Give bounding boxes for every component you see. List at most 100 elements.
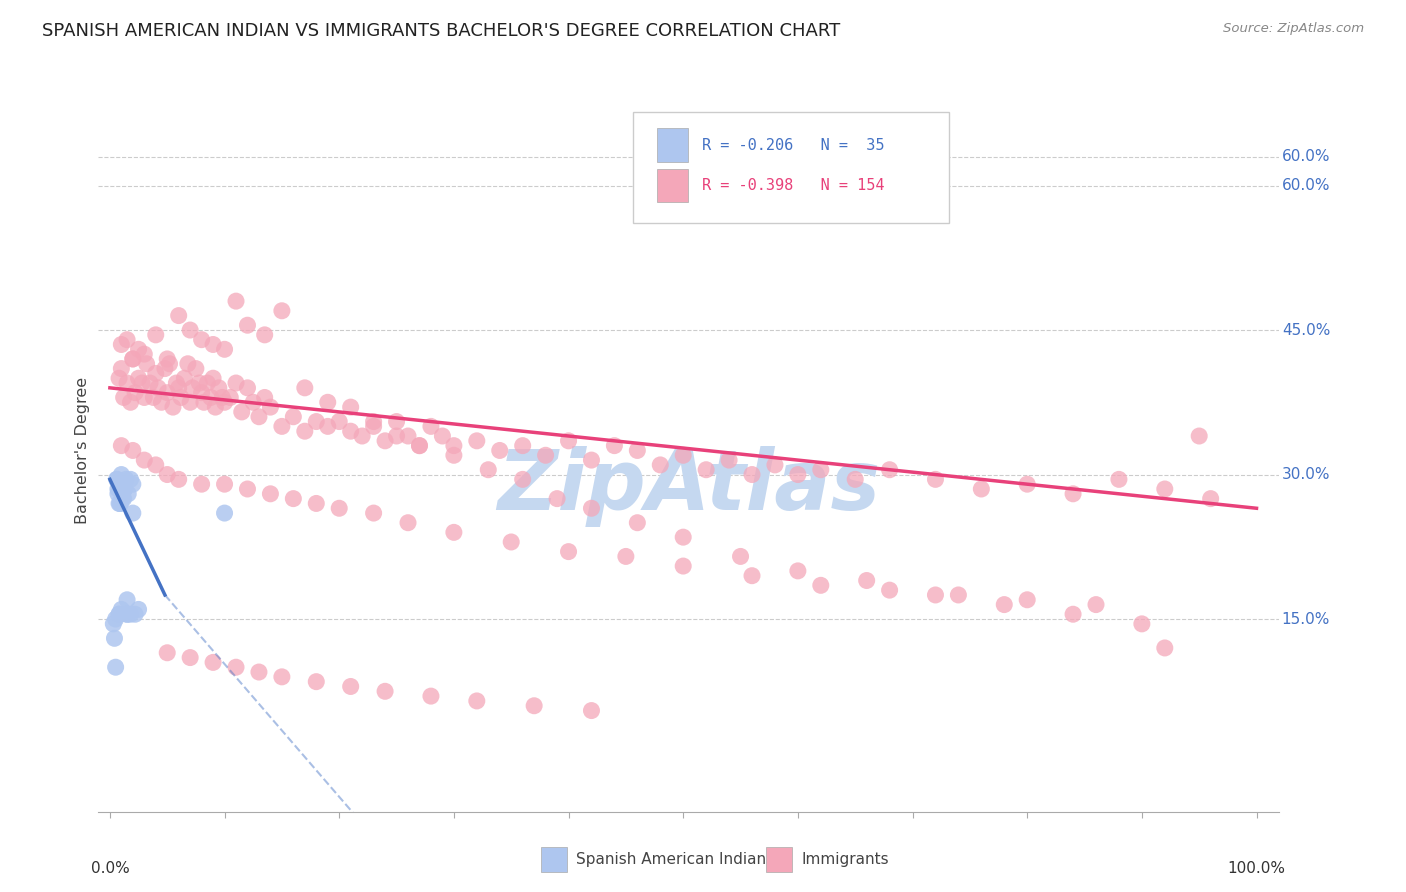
Point <box>650 458 672 472</box>
Point <box>305 674 328 689</box>
Point <box>156 646 179 660</box>
Point <box>190 477 212 491</box>
Point <box>202 656 225 670</box>
Point <box>672 559 695 574</box>
Point <box>741 467 763 482</box>
Point <box>786 564 808 578</box>
Point <box>339 400 361 414</box>
Point <box>225 376 247 390</box>
Point <box>924 472 946 486</box>
Point <box>970 482 993 496</box>
Point <box>385 429 408 443</box>
Point <box>534 448 557 462</box>
Point <box>110 467 132 482</box>
Point <box>115 472 138 486</box>
Point <box>259 400 281 414</box>
Y-axis label: Bachelor's Degree: Bachelor's Degree <box>75 377 90 524</box>
Point <box>184 361 207 376</box>
Point <box>1130 616 1153 631</box>
Point <box>112 491 135 506</box>
Point <box>294 381 316 395</box>
Point <box>108 607 131 622</box>
Point <box>810 578 832 592</box>
Point <box>385 415 408 429</box>
Point <box>465 434 488 448</box>
Point <box>128 371 150 385</box>
Point <box>214 506 236 520</box>
Point <box>110 361 132 376</box>
Point <box>741 568 763 582</box>
Point <box>225 294 247 309</box>
Point <box>236 318 259 333</box>
Point <box>110 602 132 616</box>
Point <box>786 467 808 482</box>
Point <box>626 516 648 530</box>
Point <box>855 574 877 588</box>
Point <box>214 395 236 409</box>
Text: 45.0%: 45.0% <box>1282 323 1330 337</box>
Point <box>363 415 385 429</box>
Point <box>672 530 695 544</box>
Point <box>103 616 125 631</box>
Point <box>105 472 128 486</box>
Point <box>443 525 465 540</box>
Point <box>363 419 385 434</box>
Point <box>114 482 136 496</box>
Point <box>108 607 131 622</box>
Point <box>146 381 169 395</box>
Point <box>247 665 270 679</box>
Point <box>208 381 231 395</box>
Point <box>128 343 150 357</box>
Point <box>156 385 179 400</box>
Point <box>1085 598 1108 612</box>
Point <box>202 337 225 351</box>
Point <box>108 371 131 385</box>
Point <box>270 419 292 434</box>
Point <box>259 487 281 501</box>
Point <box>231 405 253 419</box>
Point <box>396 516 419 530</box>
Point <box>443 439 465 453</box>
Point <box>1153 482 1175 496</box>
Point <box>128 602 150 616</box>
Point <box>173 371 195 385</box>
Point <box>111 491 134 506</box>
Point <box>159 357 181 371</box>
Point <box>1153 640 1175 655</box>
Point <box>121 477 143 491</box>
Point <box>339 680 361 694</box>
Point <box>153 361 176 376</box>
Text: SPANISH AMERICAN INDIAN VS IMMIGRANTS BACHELOR'S DEGREE CORRELATION CHART: SPANISH AMERICAN INDIAN VS IMMIGRANTS BA… <box>42 22 841 40</box>
Point <box>134 391 156 405</box>
Point <box>170 391 193 405</box>
Point <box>121 351 143 366</box>
Point <box>581 501 603 516</box>
Text: Source: ZipAtlas.com: Source: ZipAtlas.com <box>1223 22 1364 36</box>
Point <box>557 434 579 448</box>
Point <box>603 439 626 453</box>
Point <box>124 385 146 400</box>
Point <box>1188 429 1211 443</box>
Point <box>408 439 430 453</box>
Point <box>162 400 184 414</box>
Point <box>546 491 568 506</box>
Point <box>110 337 132 351</box>
Point <box>120 472 142 486</box>
Point <box>107 487 129 501</box>
Point <box>165 376 187 390</box>
Point <box>134 347 156 361</box>
Point <box>512 472 534 486</box>
Point <box>374 434 396 448</box>
Point <box>1108 472 1130 486</box>
Point <box>167 472 190 486</box>
Point <box>614 549 637 564</box>
Point <box>557 544 579 558</box>
Point <box>523 698 546 713</box>
Point <box>810 463 832 477</box>
Point <box>328 501 350 516</box>
Point <box>190 333 212 347</box>
Point <box>156 467 179 482</box>
Point <box>112 391 135 405</box>
Point <box>236 381 259 395</box>
Point <box>115 333 138 347</box>
